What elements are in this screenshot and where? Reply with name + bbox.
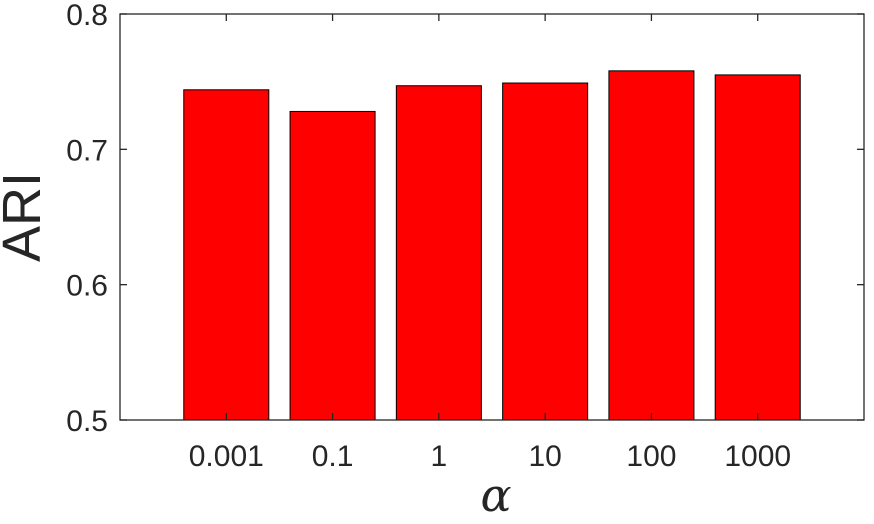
plot-frame [119, 13, 865, 421]
y-tick-label: 0.7 [66, 134, 108, 167]
bar-1000 [714, 74, 801, 421]
x-tick-label: 100 [626, 440, 676, 473]
x-tick-label: 1 [431, 440, 448, 473]
x-tick-label: 10 [528, 440, 561, 473]
bar-0.1 [289, 110, 376, 421]
x-tick-label: 0.001 [189, 440, 264, 473]
x-tick-label: 0.1 [312, 440, 354, 473]
x-tick-label: 1000 [724, 440, 791, 473]
y-axis: 0.5 0.6 0.7 0.8 [66, 0, 864, 438]
bar-1 [395, 85, 482, 421]
y-axis-title: ARI [0, 172, 52, 262]
x-axis: 0.001 0.1 1 10 100 1000 [189, 14, 791, 473]
x-axis-title: α [480, 468, 511, 522]
y-tick-label: 0.6 [66, 270, 108, 303]
bar-0.001 [183, 89, 270, 421]
bar-10 [502, 82, 589, 421]
bars-group [183, 70, 801, 421]
bar-100 [608, 70, 695, 421]
y-tick-label: 0.5 [66, 405, 108, 438]
y-tick-label: 0.8 [66, 0, 108, 32]
